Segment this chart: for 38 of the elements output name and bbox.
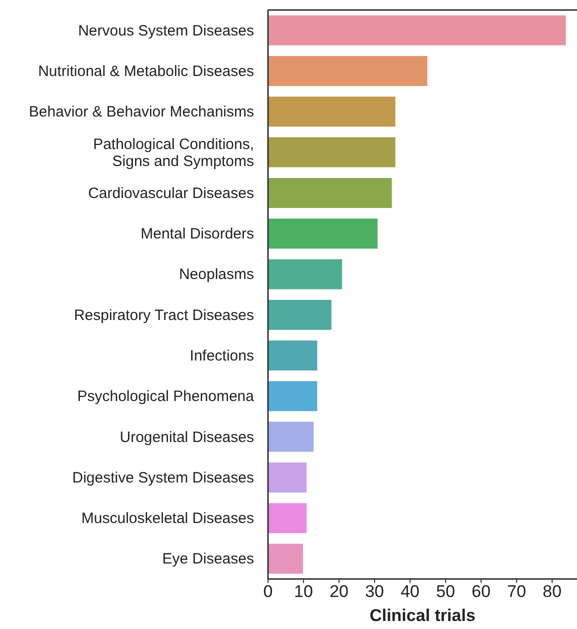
bar xyxy=(268,258,344,290)
bar xyxy=(268,218,379,250)
bar xyxy=(268,96,396,128)
x-tick-label: 20 xyxy=(330,582,348,602)
y-tick-label: Urogenital Diseases xyxy=(120,428,254,446)
bar xyxy=(268,542,304,575)
bar xyxy=(268,14,567,46)
x-tick-label: 40 xyxy=(400,582,420,602)
y-tick-label: Neoplasms xyxy=(178,266,254,283)
y-tick-label: Musculoskeletal Diseases xyxy=(81,510,254,527)
y-tick-label: Respiratory Tract Diseases xyxy=(74,306,254,324)
y-tick-label: Pathological Conditions, Signs and Symptoms xyxy=(93,135,254,170)
y-tick-label: Eye Diseases xyxy=(162,550,254,568)
y-tick-label: Digestive System Diseases xyxy=(72,468,254,486)
y-tick-label: Psychological Phenomena xyxy=(77,388,255,405)
bar xyxy=(268,380,318,412)
bar xyxy=(268,461,308,494)
y-tick-label: Mental Disorders xyxy=(140,225,254,242)
x-tick-label: 10 xyxy=(294,582,313,602)
bar xyxy=(268,136,396,168)
x-tick-label: 60 xyxy=(472,582,491,602)
bar xyxy=(268,55,428,88)
x-tick-label: 50 xyxy=(436,582,456,602)
bar xyxy=(268,298,332,331)
x-tick-label: 80 xyxy=(542,582,562,602)
bar xyxy=(268,176,393,209)
bar xyxy=(268,420,315,453)
y-tick-label: Behavior & Behavior Mechanisms xyxy=(28,103,254,120)
y-tick-label: Infections xyxy=(190,346,254,364)
bar xyxy=(268,340,318,372)
x-tick-label: 70 xyxy=(507,582,526,602)
bar xyxy=(268,502,308,534)
y-tick-label: Nervous System Diseases xyxy=(78,22,254,39)
y-tick-label: Cardiovascular Diseases xyxy=(88,184,254,202)
x-tick-label: 30 xyxy=(365,582,384,602)
x-axis-title: Clinical trials xyxy=(370,606,476,625)
y-tick-label: Nutritional & Metabolic Diseases xyxy=(38,62,254,80)
x-tick-label: 0 xyxy=(263,582,273,602)
